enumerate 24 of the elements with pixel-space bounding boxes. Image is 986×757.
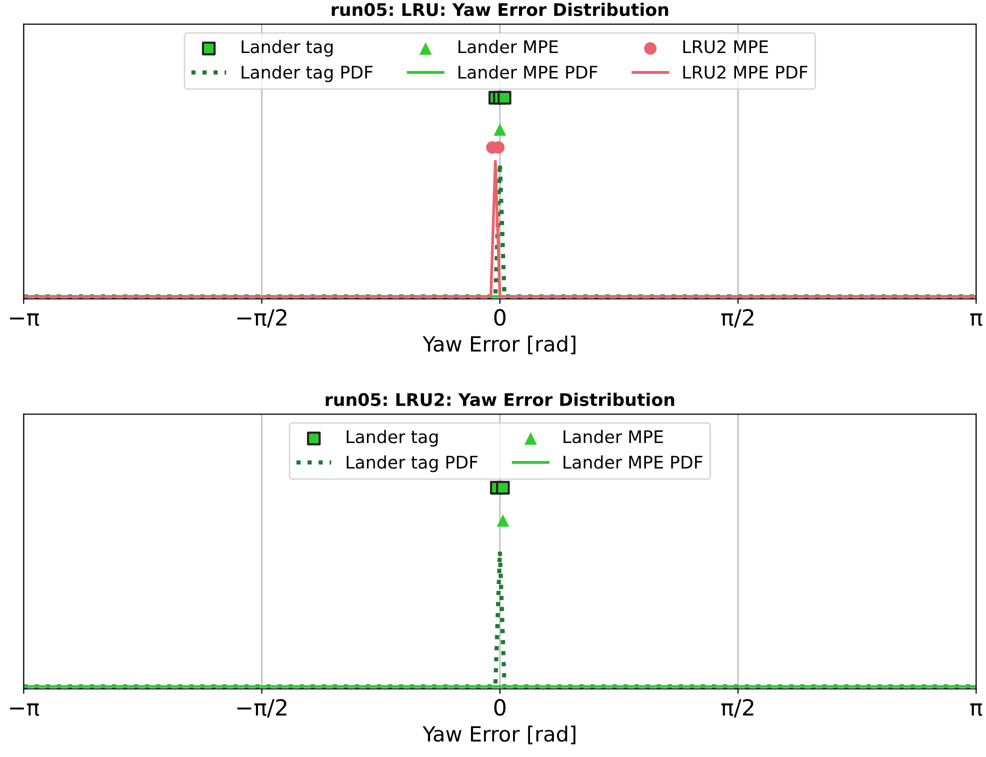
x-axis-title: Yaw Error [rad] [422, 336, 576, 354]
x-tick-label: −π [10, 703, 40, 716]
chart-title: run05: LRU2: Yaw Error Distribution [326, 392, 674, 406]
legend-label: Lander MPE [458, 40, 558, 54]
legend-label: Lander MPE PDF [564, 455, 702, 469]
legend-label: Lander tag [346, 430, 438, 447]
legend-label: LRU2 MPE [683, 40, 768, 54]
chart-title: run05: LRU: Yaw Error Distribution [332, 2, 668, 16]
x-tick-label: π [970, 313, 982, 326]
legend-label: Lander tag PDF [346, 455, 478, 472]
legend-label: LRU2 MPE PDF [683, 66, 808, 79]
x-tick-label: π [970, 703, 982, 716]
x-tick-label: 0 [494, 308, 506, 326]
x-tick-label: −π/2 [237, 698, 286, 718]
x-tick-label: π/2 [721, 698, 754, 718]
legend-label: Lander tag [242, 40, 333, 57]
legend-label: Lander MPE [564, 430, 663, 444]
x-tick-label: π/2 [721, 308, 754, 328]
legend-label: Lander MPE PDF [458, 65, 598, 79]
x-tick-label: −π [10, 313, 40, 326]
x-axis-title: Yaw Error [rad] [422, 726, 576, 744]
x-tick-label: 0 [494, 698, 506, 716]
x-tick-label: −π/2 [237, 308, 286, 328]
legend-label: Lander tag PDF [242, 65, 373, 82]
